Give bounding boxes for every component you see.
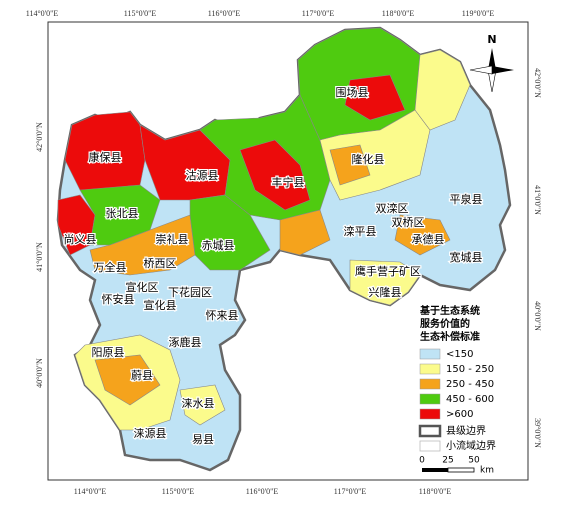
place-label: 万全县: [94, 260, 127, 274]
place-label: 鹰手营子矿区: [355, 264, 421, 278]
scale-label: 25: [442, 456, 453, 466]
place-label: 丰宁县: [272, 175, 305, 189]
legend-swatch: [419, 363, 441, 375]
compass: N: [469, 33, 514, 93]
legend-swatch: [419, 378, 441, 390]
place-label: 涞源县: [134, 426, 167, 440]
scale-label: 50: [468, 456, 480, 466]
place-label: 滦平县: [344, 224, 377, 238]
axis-label: 40°0'0"N: [533, 301, 542, 331]
region: [94, 354, 161, 406]
legend-swatch: [419, 440, 441, 452]
region: [279, 209, 331, 256]
place-label: 隆化县: [352, 152, 385, 166]
place-label: 平泉县: [450, 192, 483, 206]
place-label: 崇礼县: [156, 232, 189, 246]
region: [179, 384, 226, 426]
scale-bar: [447, 467, 475, 473]
axis-label: 116°0'0"E: [246, 487, 279, 496]
region: [394, 214, 451, 256]
place-label: 宣化区: [126, 280, 159, 294]
place-label: 围场县: [336, 85, 369, 99]
region: [414, 49, 471, 131]
place-label: 宣化县: [144, 298, 177, 312]
axis-label: 115°0'0"E: [124, 9, 157, 18]
place-label: 易县: [192, 433, 214, 446]
region: [329, 144, 371, 186]
legend-label: 450 - 600: [446, 394, 494, 405]
legend-label: 150 - 250: [446, 364, 494, 375]
region: [349, 259, 421, 306]
region: [89, 214, 196, 276]
place-label: 兴隆县: [369, 285, 402, 299]
axis-label: 42°0'0"N: [533, 68, 542, 98]
compass-arrow: [488, 48, 496, 70]
place-label: 桥西区: [144, 257, 177, 270]
axis-label: 116°0'0"E: [208, 9, 241, 18]
axis-label: 42°0'0"N: [35, 122, 44, 152]
scale-unit: km: [480, 466, 494, 476]
place-label: 尚义县: [64, 232, 97, 246]
region: [64, 111, 146, 196]
legend-title: 基于生态系统: [419, 304, 480, 317]
place-label: 承德县: [412, 232, 445, 246]
axis-label: 118°0'0"E: [382, 9, 415, 18]
legend-swatch: [419, 348, 441, 360]
region: [344, 74, 406, 121]
region: [239, 139, 311, 211]
places: 围场县 康保县 沽源县 丰宁县 隆化县 张北县 尚义县 崇礼县 赤城县 双滦区 …: [62, 84, 484, 448]
compass-label: N: [487, 33, 496, 46]
axis-label: 40°0'0"N: [35, 358, 44, 388]
compass-arrow: [492, 66, 514, 74]
regions: [56, 26, 512, 472]
place-label: 涞水县: [182, 397, 215, 410]
scale-bar: [422, 468, 448, 472]
legend-title: 生态补偿标准: [420, 330, 480, 343]
place-label: 双滦区: [376, 201, 409, 215]
legend-swatch: [418, 424, 442, 438]
place-label: 怀安县: [102, 292, 135, 306]
axis-label: 41°0'0"N: [533, 185, 542, 215]
legend-label: <150: [446, 349, 473, 360]
axis-label: 115°0'0"E: [162, 487, 195, 496]
place-label: 康保县: [89, 150, 122, 164]
legend-label: 250 - 450: [446, 379, 494, 390]
place-label: 涿鹿县: [169, 335, 202, 349]
place-label: 赤城县: [202, 239, 235, 252]
axis-label: 114°0'0"E: [26, 9, 59, 18]
place-label: 张北县: [106, 207, 139, 220]
place-label: 双桥区: [392, 216, 425, 229]
axis-label: 117°0'0"E: [302, 9, 335, 18]
legend-label: 小流域边界: [446, 439, 496, 452]
place-label: 沽源县: [186, 168, 219, 182]
legend-label: 县级边界: [446, 425, 486, 437]
axis-label: 118°0'0"E: [419, 487, 452, 496]
axis-label: 114°0'0"E: [74, 487, 107, 496]
place-label: 蔚县: [131, 369, 153, 382]
place-label: 阳原县: [92, 346, 125, 359]
axis-label: 39°0'0"N: [533, 418, 542, 448]
place-label: 下花园区: [168, 286, 212, 299]
axis-label: 119°0'0"E: [462, 9, 495, 18]
axis-labels: 114°0'0"E 115°0'0"E 116°0'0"E 117°0'0"E 118°…: [26, 9, 542, 496]
place-label: 宽城县: [450, 250, 483, 264]
legend-label: >600: [446, 409, 473, 420]
legend-title: 服务价值的: [420, 317, 470, 330]
place-label: 怀来县: [206, 309, 239, 322]
scale-label: 0: [419, 456, 425, 466]
legend-swatch: [419, 393, 441, 405]
axis-label: 117°0'0"E: [334, 487, 367, 496]
legend-swatch: [419, 408, 441, 420]
axis-label: 41°0'0"N: [35, 242, 44, 272]
